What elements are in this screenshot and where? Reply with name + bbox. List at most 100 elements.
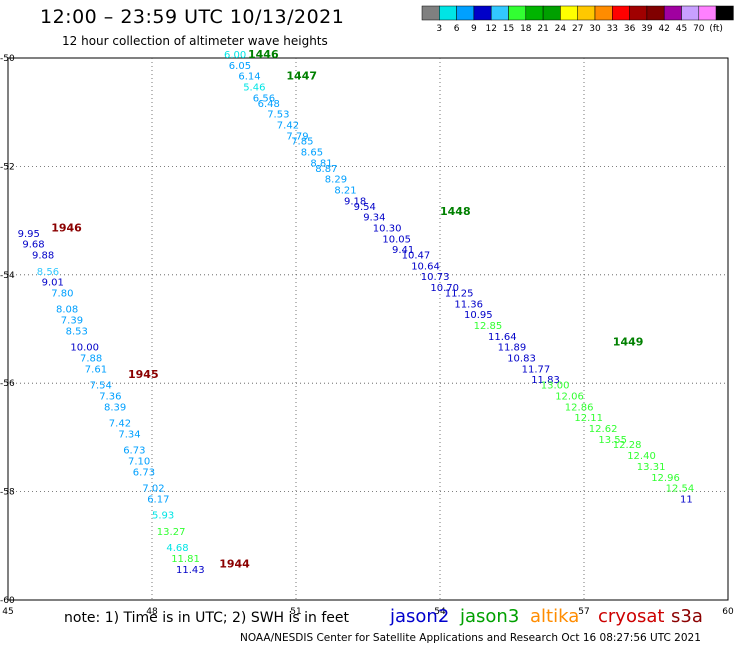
wave-height-point: 6.14 — [238, 72, 260, 83]
wave-height-point: 13.31 — [637, 462, 666, 473]
scale-swatch — [698, 5, 717, 21]
wave-height-point: 10.05 — [382, 234, 411, 245]
wave-height-point: 6.48 — [258, 99, 280, 110]
wave-height-point: 10.95 — [464, 310, 493, 321]
x-tick-label: 51 — [290, 607, 301, 617]
scale-label: 42 — [658, 24, 669, 34]
scale-label: 15 — [503, 24, 514, 34]
wave-height-point: 8.39 — [104, 402, 126, 413]
wave-height-point: 11.43 — [176, 565, 205, 576]
wave-height-point: 4.68 — [166, 543, 188, 554]
y-tick-label: -58 — [0, 488, 15, 498]
pass-label: 1945 — [128, 368, 159, 381]
wave-height-point: 8.08 — [56, 305, 78, 316]
wave-height-point: 11.64 — [488, 332, 517, 343]
satellite-legend-jason3: jason3 — [460, 606, 520, 627]
chart-title: 12:00 – 23:59 UTC 10/13/2021 — [40, 6, 345, 28]
scale-label: 36 — [624, 24, 636, 34]
scale-label: 21 — [537, 24, 548, 34]
wave-height-point: 9.01 — [42, 278, 64, 289]
wave-height-point: 12.40 — [627, 451, 656, 462]
wave-height-point: 8.81 — [310, 158, 332, 169]
wave-height-point: 10.73 — [421, 272, 450, 283]
scale-swatch — [594, 5, 613, 21]
scale-label: 39 — [641, 24, 653, 34]
scale-swatch — [577, 5, 596, 21]
wave-height-point: 11.83 — [531, 375, 560, 386]
pass-label: 1448 — [440, 205, 471, 218]
wave-height-point: 7.34 — [118, 429, 140, 440]
y-tick-label: -54 — [0, 271, 15, 281]
scale-label: 45 — [676, 24, 687, 34]
scale-swatch — [490, 5, 509, 21]
y-tick-label: -50 — [0, 54, 15, 64]
wave-height-point: 12.62 — [589, 424, 618, 435]
scale-label: 27 — [572, 24, 583, 34]
scale-label: 18 — [520, 24, 532, 34]
y-tick-label: -56 — [0, 379, 15, 389]
wave-height-point: 8.56 — [37, 267, 59, 278]
wave-height-point: 12.96 — [651, 473, 680, 484]
wave-height-point: 10.30 — [373, 223, 402, 234]
satellite-legend-jason2: jason2 — [390, 606, 450, 627]
wave-height-point: 7.42 — [277, 120, 299, 131]
scale-swatch — [715, 5, 734, 21]
wave-height-point: 6.56 — [253, 93, 275, 104]
wave-height-point: 9.41 — [392, 245, 414, 256]
wave-height-point: 13.55 — [598, 435, 627, 446]
x-tick-label: 57 — [578, 607, 589, 617]
y-tick-label: -60 — [0, 596, 15, 606]
wave-height-point: 7.53 — [267, 110, 289, 121]
wave-height-point: 10.47 — [402, 251, 431, 262]
x-tick-label: 60 — [722, 607, 734, 617]
wave-height-point: 6.73 — [123, 446, 145, 457]
wave-height-point: 12.85 — [474, 321, 503, 332]
wave-height-point: 12.11 — [574, 413, 603, 424]
pass-label: 1449 — [613, 335, 644, 348]
footer-note: note: 1) Time is in UTC; 2) SWH is in fe… — [64, 610, 350, 626]
scale-swatch — [456, 5, 475, 21]
wave-height-point: 7.61 — [85, 364, 107, 375]
wave-height-point: 8.29 — [325, 175, 347, 186]
scale-swatch — [439, 5, 457, 21]
chart-subtitle: 12 hour collection of altimeter wave hei… — [62, 34, 328, 48]
wave-height-point: 9.95 — [18, 229, 40, 240]
wave-height-point: 5.93 — [152, 511, 174, 522]
scale-label: 30 — [589, 24, 601, 34]
wave-height-point: 11.89 — [498, 343, 527, 354]
wave-height-point: 7.80 — [51, 288, 73, 299]
scale-label: 33 — [607, 24, 618, 34]
scale-swatch — [525, 5, 544, 21]
wave-height-point: 6.17 — [147, 494, 169, 505]
wave-height-point: 7.02 — [142, 484, 164, 495]
wave-height-point: 11.77 — [522, 364, 551, 375]
wave-height-point: 7.36 — [99, 391, 121, 402]
wave-height-point: 6.00 — [224, 50, 246, 61]
scale-swatch — [646, 5, 665, 21]
scale-label: 24 — [555, 24, 567, 34]
wave-height-point: 7.79 — [286, 131, 308, 142]
wave-height-point: 12.06 — [555, 391, 584, 402]
wave-height-point: 11 — [680, 494, 693, 505]
wave-height-point: 8.53 — [66, 326, 88, 337]
scale-swatch — [612, 5, 630, 21]
wave-height-point: 6.73 — [133, 467, 155, 478]
wave-height-point: 12.28 — [613, 440, 642, 451]
wave-height-point: 9.54 — [354, 202, 376, 213]
x-tick-label: 45 — [2, 607, 13, 617]
wave-height-point: 7.10 — [128, 457, 150, 468]
scale-swatch — [508, 5, 527, 21]
wave-height-point: 13.27 — [157, 527, 186, 538]
wave-height-point: 7.88 — [80, 354, 102, 365]
scale-swatch — [421, 5, 440, 21]
scale-swatch — [629, 5, 648, 21]
wave-height-point: 6.05 — [229, 61, 251, 72]
scale-swatch — [681, 5, 700, 21]
scale-swatch — [542, 5, 561, 21]
wave-height-point: 7.42 — [109, 419, 131, 430]
wave-height-point: 8.21 — [334, 186, 356, 197]
satellite-legend-cryosat: cryosat — [598, 606, 665, 627]
pass-label: 1946 — [51, 221, 82, 234]
wave-height-point: 8.65 — [301, 148, 323, 159]
